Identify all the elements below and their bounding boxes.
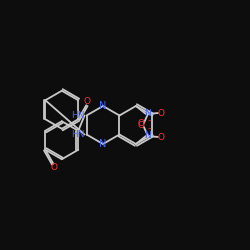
Text: N: N: [99, 139, 107, 149]
Text: HN: HN: [71, 111, 85, 120]
Text: O: O: [138, 120, 144, 128]
Text: $^{-}$: $^{-}$: [147, 118, 152, 124]
Text: N: N: [144, 110, 151, 118]
Text: O: O: [51, 163, 58, 172]
Text: N: N: [99, 101, 107, 111]
Text: O: O: [138, 122, 144, 130]
Text: N: N: [144, 132, 151, 140]
Text: HN: HN: [71, 130, 85, 139]
Text: O: O: [158, 132, 164, 141]
Text: O: O: [158, 108, 164, 118]
Text: $^{-}$: $^{-}$: [147, 126, 152, 132]
Text: O: O: [84, 97, 91, 106]
